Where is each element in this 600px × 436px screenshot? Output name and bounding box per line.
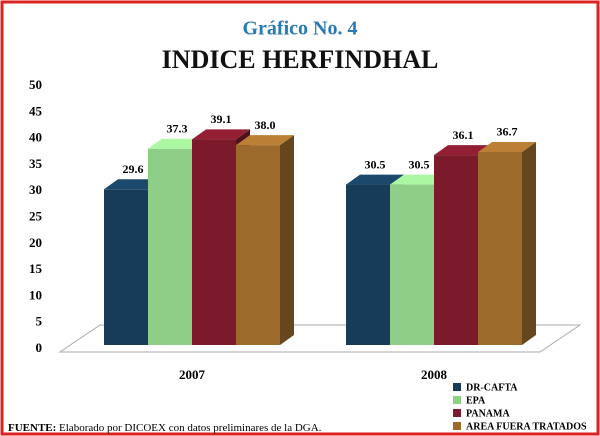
bar-top <box>148 138 206 149</box>
data-label: 36.7 <box>497 125 518 139</box>
bar-top <box>192 129 250 140</box>
bar <box>192 139 236 345</box>
y-tick-label: 45 <box>29 103 43 118</box>
data-label: 30.5 <box>365 157 386 171</box>
data-label: 29.6 <box>123 162 144 176</box>
bar-top <box>390 174 448 185</box>
y-tick-label: 30 <box>29 182 42 197</box>
y-tick-label: 15 <box>29 261 43 276</box>
y-tick-label: 25 <box>29 208 43 223</box>
bar <box>390 184 434 345</box>
legend-label: PANAMA <box>466 408 510 419</box>
y-tick-label: 35 <box>29 156 43 171</box>
legend-label: AREA FUERA TRATADOS <box>466 421 587 432</box>
chart-subtitle: INDICE HERFINDHAL <box>162 45 439 74</box>
source-text: Elaborado por DICOEX con datos prelimina… <box>59 422 322 434</box>
bar <box>104 189 148 345</box>
bar <box>148 148 192 345</box>
bar <box>434 155 478 345</box>
bar <box>236 145 280 345</box>
bar <box>346 184 390 345</box>
legend-label: DR-CAFTA <box>466 382 518 393</box>
y-tick-label: 40 <box>29 130 42 145</box>
bar-side <box>522 141 536 345</box>
data-label: 36.1 <box>453 128 474 142</box>
legend-swatch <box>453 409 461 417</box>
data-label: 38.0 <box>255 118 276 132</box>
legend-swatch <box>453 396 461 404</box>
bar-side <box>280 135 294 345</box>
legend-label: EPA <box>466 395 486 406</box>
source-label: FUENTE: <box>8 422 56 434</box>
y-tick-label: 50 <box>29 77 42 92</box>
data-label: 39.1 <box>211 112 232 126</box>
chart-title: Gráfico No. 4 <box>243 18 358 40</box>
y-tick-label: 5 <box>36 314 43 329</box>
x-tick-label: 2007 <box>179 367 206 382</box>
y-tick-label: 0 <box>36 340 43 355</box>
bar-top <box>104 179 162 190</box>
bar-top <box>346 174 404 185</box>
data-label: 37.3 <box>167 122 188 136</box>
legend-swatch <box>453 383 461 391</box>
x-tick-label: 2008 <box>421 367 448 382</box>
bar-top <box>236 135 294 146</box>
y-tick-label: 20 <box>29 235 42 250</box>
y-tick-label: 10 <box>29 287 42 302</box>
bar-top <box>478 141 536 152</box>
data-label: 30.5 <box>409 157 430 171</box>
bar-top <box>434 145 492 156</box>
source: FUENTE: Elaborado por DICOEX con datos p… <box>8 422 322 434</box>
bar <box>478 151 522 345</box>
legend-swatch <box>453 422 461 430</box>
